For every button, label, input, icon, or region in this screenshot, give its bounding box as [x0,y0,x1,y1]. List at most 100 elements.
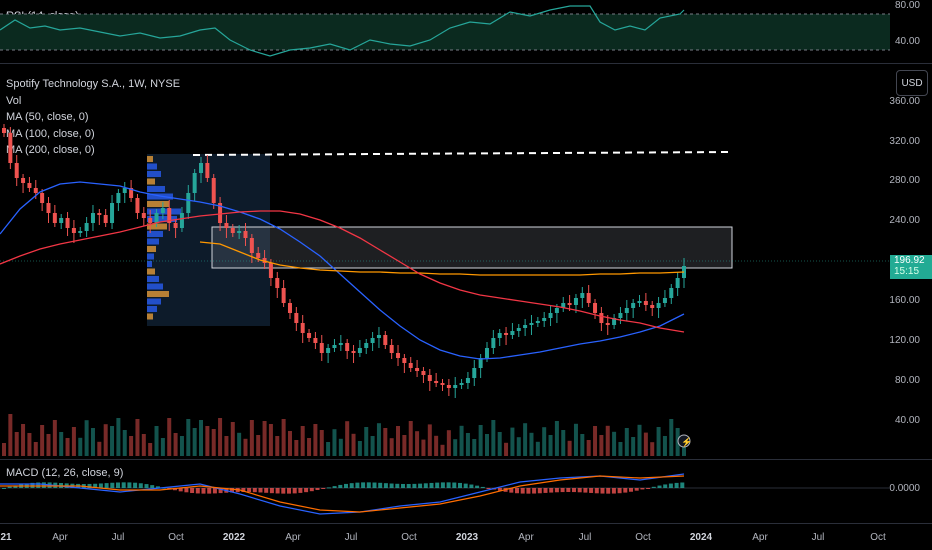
macd-hist-bar [486,488,491,489]
candle-body [338,343,343,345]
volume-bar [612,431,617,456]
macd-hist-bar [418,483,423,488]
candle-body [523,325,528,328]
candle-body [421,371,426,375]
price-axis-120: 120.00 [889,335,920,346]
macd-hist-bar [133,482,138,488]
volume-bar [383,428,388,456]
price-chart[interactable]: ⚡ [0,64,890,459]
macd-hist-bar [13,485,18,488]
candle-body [275,278,280,288]
volume-bar [281,419,286,456]
volume-profile-bar [147,283,163,290]
main-title: Spotify Technology S.A., 1W, NYSE [6,78,181,90]
time-tick-2024: 2024 [689,532,713,543]
candle-body [122,188,127,193]
volume-bar [376,423,381,456]
macd-hist-bar [281,488,286,494]
time-tick-jul-24: Jul [811,532,825,543]
candle-body [294,313,299,323]
volume-bar [122,430,127,456]
macd-hist-bar [173,488,177,491]
candle-body [408,363,413,368]
currency-button[interactable]: USD [896,70,928,96]
volume-bar [300,426,305,456]
indicator-ma200[interactable]: MA (200, close, 0) [6,144,95,156]
indicator-vol[interactable]: Vol [6,95,22,107]
macd-histogram [2,482,685,494]
volume-bar [535,441,540,456]
volume-bar [141,434,146,456]
volume-bar [46,434,51,456]
volume-bar [110,426,115,456]
indicator-ma100[interactable]: MA (100, close, 0) [6,128,95,140]
macd-hist-bar [138,483,143,488]
macd-hist-bar [600,488,605,494]
macd-hist-bar [566,488,571,493]
candle-body [256,253,261,258]
macd-hist-bar [509,488,514,493]
macd-hist-bar [93,483,98,488]
macd-hist-bar [606,488,611,494]
volume-bar [8,414,13,456]
time-tick-jul-21: Jul [111,532,125,543]
lightning-icon: ⚡ [681,436,692,448]
volume-bar [59,432,64,456]
macd-hist-bar [258,488,263,493]
price-axis-240: 240.00 [889,215,920,226]
volume-bar [160,438,165,456]
volume-profile-bar [147,231,163,237]
volume-bar [402,435,407,456]
volume-bar [656,427,661,456]
macd-hist-bar [321,488,326,489]
macd-hist-bar [526,488,531,494]
resistance-line [192,151,733,156]
candle-body [129,188,134,198]
candle-body [351,351,356,353]
candle-body [402,358,407,363]
candle-body [59,218,64,223]
volume-profile-bar [147,156,153,162]
candle-body [650,305,655,308]
candle-body [529,323,534,325]
last-price-timer: 15:15 [894,266,920,277]
macd-hist-bar [2,488,6,489]
candle-body [472,368,477,378]
candle-body [510,331,515,335]
volume-bar [148,443,153,456]
candle-body [154,213,159,223]
candle-body [389,345,394,353]
volume-bar [27,433,32,456]
volume-profile-bar [147,171,161,177]
candle-body [205,163,210,178]
volume-bar [618,442,623,456]
volume-bar [453,439,458,456]
indicator-ma50[interactable]: MA (50, close, 0) [6,111,89,123]
volume-bar [294,440,299,456]
candle-body [669,288,674,298]
time-tick-apr-22: Apr [285,532,301,543]
volume-bar [580,434,585,456]
macd-hist-bar [144,484,149,488]
time-tick-jul-22: Jul [344,532,358,543]
volume-bar [561,430,566,456]
macd-hist-bar [361,482,366,488]
price-axis-360: 360.00 [889,96,920,107]
volume-bar [129,436,134,456]
candle-body [364,343,369,348]
candle-body [27,183,32,188]
volume-bar [504,442,509,456]
volume-profile-bar [147,178,155,185]
candle-body [218,203,223,223]
price-axis-40: 40.00 [894,415,920,426]
candle-body [14,163,19,178]
macd-hist-bar [349,483,354,488]
candle-body [224,223,229,228]
candle-body [110,203,115,223]
macd-hist-bar [657,485,662,488]
volume-profile-bar [147,291,169,297]
candle-body [319,343,324,353]
macd-hist-bar [292,488,297,494]
candle-body [345,343,350,351]
candle-body [135,198,140,213]
